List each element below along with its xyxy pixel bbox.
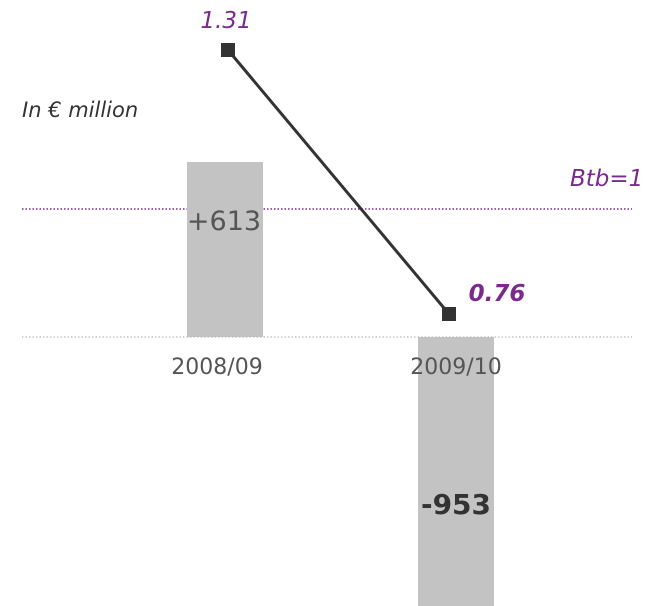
reference-line-label: Btb=1 — [570, 166, 644, 192]
bar-value-label: +613 — [187, 206, 261, 237]
line-value-label: 1.31 — [200, 8, 251, 34]
unit-note: In € million — [22, 98, 139, 122]
line-series — [226, 49, 451, 315]
bar-2008/09 — [187, 162, 263, 337]
category-label: 2009/10 — [410, 355, 501, 380]
bar-value-label: -953 — [421, 488, 491, 521]
category-label: 2008/09 — [171, 355, 262, 380]
line-value-label: 0.76 — [469, 281, 526, 307]
line-point — [221, 43, 235, 57]
line-point — [442, 307, 456, 321]
bar-2009/10 — [418, 337, 494, 606]
